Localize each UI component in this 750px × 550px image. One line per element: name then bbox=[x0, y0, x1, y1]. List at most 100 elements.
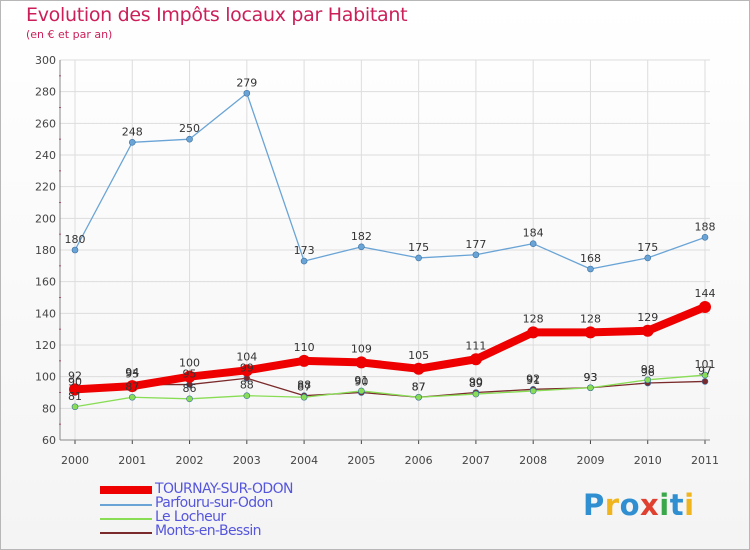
x-tick-label: 2007 bbox=[462, 454, 490, 467]
data-label: 90 bbox=[354, 376, 368, 389]
data-label: 248 bbox=[122, 125, 143, 138]
data-label: 279 bbox=[236, 76, 257, 89]
data-label: 250 bbox=[179, 122, 200, 135]
data-point bbox=[584, 326, 597, 339]
data-label: 88 bbox=[240, 379, 254, 392]
data-point bbox=[183, 370, 196, 383]
data-point bbox=[644, 376, 652, 384]
data-label: 188 bbox=[695, 220, 716, 233]
data-point bbox=[69, 383, 81, 396]
y-tick-label: 260 bbox=[35, 117, 56, 130]
data-label: 87 bbox=[412, 380, 426, 393]
x-tick-label: 2000 bbox=[61, 454, 89, 467]
data-label: 100 bbox=[179, 357, 200, 370]
data-label: 90 bbox=[68, 376, 82, 389]
data-point bbox=[243, 89, 251, 97]
x-tick-label: 2003 bbox=[233, 454, 261, 467]
data-point bbox=[527, 326, 540, 339]
data-point bbox=[469, 353, 482, 366]
data-point bbox=[243, 392, 251, 399]
logo-letter: t bbox=[669, 488, 685, 522]
legend-item-3[interactable]: Monts-en-Bessin bbox=[100, 523, 400, 539]
data-point bbox=[587, 265, 594, 273]
data-point bbox=[71, 403, 79, 411]
data-point bbox=[128, 139, 136, 146]
data-label: 97 bbox=[698, 364, 712, 377]
data-point bbox=[300, 393, 308, 401]
data-label: 92 bbox=[526, 372, 540, 385]
chart-subtitle: (en € et par an) bbox=[26, 28, 113, 41]
y-tick-label: 100 bbox=[35, 371, 56, 384]
x-tick-label: 2006 bbox=[405, 454, 433, 467]
data-label: 91 bbox=[526, 374, 540, 387]
data-label: 180 bbox=[65, 233, 86, 246]
data-label: 94 bbox=[125, 366, 139, 379]
legend-item-1[interactable]: Parfouru-sur-Odon bbox=[100, 495, 400, 511]
y-tick-label: 180 bbox=[35, 244, 56, 257]
data-point bbox=[701, 234, 709, 241]
data-point bbox=[701, 371, 709, 379]
data-label: 105 bbox=[408, 349, 429, 362]
data-label: 95 bbox=[125, 368, 139, 381]
data-point bbox=[126, 380, 139, 393]
legend-swatch bbox=[100, 518, 152, 520]
logo-letter: i bbox=[684, 488, 695, 522]
legend-item-0[interactable]: TOURNAY-SUR-ODON bbox=[100, 481, 400, 497]
logo-letter: P bbox=[583, 488, 605, 522]
data-label: 128 bbox=[523, 312, 544, 325]
data-label: 128 bbox=[580, 312, 601, 325]
data-label: 93 bbox=[583, 371, 597, 384]
legend-label: Parfouru-sur-Odon bbox=[155, 495, 273, 511]
data-label: 86 bbox=[183, 382, 197, 395]
data-point bbox=[358, 387, 365, 395]
data-point bbox=[699, 301, 711, 313]
data-label: 144 bbox=[695, 287, 716, 300]
data-label: 88 bbox=[297, 379, 311, 392]
data-label: 111 bbox=[465, 339, 486, 352]
data-label: 91 bbox=[354, 374, 368, 387]
data-label: 87 bbox=[125, 380, 139, 393]
data-label: 81 bbox=[68, 390, 82, 403]
data-label: 175 bbox=[637, 241, 658, 254]
data-point bbox=[415, 393, 422, 401]
data-label: 182 bbox=[351, 230, 372, 243]
data-point bbox=[472, 390, 480, 398]
x-tick-label: 2001 bbox=[118, 454, 146, 467]
data-point bbox=[415, 254, 422, 262]
data-label: 168 bbox=[580, 252, 601, 265]
chart-title: Evolution des Impôts locaux par Habitant bbox=[26, 4, 408, 26]
data-label: 87 bbox=[412, 380, 426, 393]
legend-item-2[interactable]: Le Locheur bbox=[100, 509, 400, 525]
data-point bbox=[71, 246, 79, 254]
legend-label: TOURNAY-SUR-ODON bbox=[155, 481, 293, 497]
data-point bbox=[355, 356, 368, 369]
data-label: 173 bbox=[294, 244, 315, 257]
y-tick-label: 240 bbox=[35, 149, 56, 162]
y-tick-label: 120 bbox=[35, 339, 56, 352]
x-tick-label: 2008 bbox=[519, 454, 547, 467]
x-tick-label: 2002 bbox=[176, 454, 204, 467]
x-tick-label: 2011 bbox=[691, 454, 719, 467]
logo-letter: o bbox=[619, 488, 641, 522]
data-point bbox=[298, 354, 311, 367]
x-tick-label: 2005 bbox=[347, 454, 375, 467]
y-tick-label: 80 bbox=[42, 402, 56, 415]
data-label: 99 bbox=[240, 361, 254, 374]
series-line-0 bbox=[71, 303, 709, 394]
x-tick-label: 2010 bbox=[634, 454, 662, 467]
data-point bbox=[701, 378, 709, 385]
data-label: 129 bbox=[637, 311, 658, 324]
data-label: 110 bbox=[294, 341, 315, 354]
data-point bbox=[644, 254, 652, 262]
data-point bbox=[587, 384, 594, 392]
y-tick-label: 140 bbox=[35, 307, 56, 320]
y-tick-label: 300 bbox=[35, 54, 56, 67]
y-tick-label: 280 bbox=[35, 86, 56, 99]
proxiti-logo[interactable]: Proxiti bbox=[583, 488, 695, 522]
data-point bbox=[529, 387, 537, 395]
logo-letter: i bbox=[659, 488, 670, 522]
data-label: 109 bbox=[351, 342, 372, 355]
legend-swatch bbox=[100, 504, 152, 506]
y-tick-label: 160 bbox=[35, 276, 56, 289]
